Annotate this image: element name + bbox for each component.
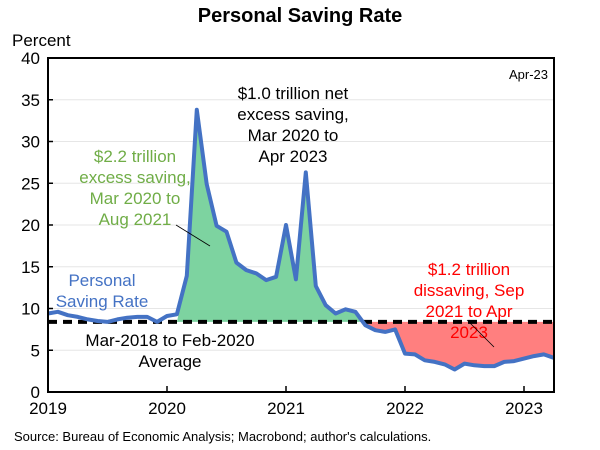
dissaving-label-line: dissaving, Sep (414, 281, 525, 300)
average-label-line: Average (138, 352, 201, 371)
dissaving-label: $1.2 trillion dissaving, Sep 2021 to Apr 20… (414, 260, 525, 342)
y-tick-label: 20 (21, 216, 40, 235)
excess-leader-line (175, 224, 211, 247)
fill-areas (176, 109, 554, 370)
net-excess-saving-label: $1.0 trillion net excess saving, Mar 2020 … (237, 84, 349, 166)
dissaving-label-line: 2021 to Apr (426, 302, 513, 321)
y-axis-ticks: 0 5 10 15 20 25 30 35 40 (21, 49, 53, 402)
y-tick-label: 35 (21, 91, 40, 110)
series-group (47, 107, 555, 372)
dissaving-leader-line (466, 319, 495, 348)
excess-saving-label-line: Aug 2021 (99, 210, 172, 229)
x-tick-label: 2021 (267, 399, 305, 418)
net-excess-saving-label-line: Apr 2023 (259, 147, 328, 166)
excess-saving-label-line: Mar 2020 to (90, 189, 181, 208)
annotations: Personal Saving Rate Mar-2018 to Feb-2020 A… (56, 84, 525, 371)
x-tick-label: 2022 (386, 399, 424, 418)
excess-saving-label: $2.2 trillion excess saving, Mar 2020 to Au… (79, 147, 191, 229)
x-axis-ticks: 2019 2020 2021 2022 2023 (29, 386, 543, 418)
series-label-line: Saving Rate (56, 292, 149, 311)
y-tick-label: 40 (21, 49, 40, 68)
y-tick-label: 25 (21, 174, 40, 193)
average-label-line: Mar-2018 to Feb-2020 (85, 331, 254, 350)
y-tick-label: 10 (21, 300, 40, 319)
series-label-line: Personal (68, 271, 135, 290)
x-tick-label: 2023 (505, 399, 543, 418)
net-excess-saving-label-line: $1.0 trillion net (238, 84, 349, 103)
y-tick-label: 0 (31, 383, 40, 402)
excess-saving-label-line: $2.2 trillion (94, 147, 176, 166)
series-label: Personal Saving Rate (56, 271, 149, 311)
net-excess-saving-label-line: excess saving, (237, 105, 349, 124)
saving-rate-line (47, 107, 555, 372)
y-tick-label: 30 (21, 133, 40, 152)
x-tick-label: 2020 (148, 399, 186, 418)
dissaving-fill (362, 321, 554, 370)
y-tick-label: 5 (31, 341, 40, 360)
average-label: Mar-2018 to Feb-2020 Average (85, 331, 254, 371)
chart-title: Personal Saving Rate (198, 5, 403, 27)
x-tick-label: 2019 (29, 399, 67, 418)
latest-date-label: Apr-23 (509, 67, 548, 82)
source-note: Source: Bureau of Economic Analysis; Mac… (14, 429, 431, 444)
excess-saving-label-line: excess saving, (79, 168, 191, 187)
y-axis-label: Percent (12, 31, 71, 50)
dissaving-label-line: 2023 (450, 323, 488, 342)
excess-saving-fill (176, 109, 363, 322)
dissaving-label-line: $1.2 trillion (428, 260, 510, 279)
y-tick-label: 15 (21, 258, 40, 277)
net-excess-saving-label-line: Mar 2020 to (248, 126, 339, 145)
